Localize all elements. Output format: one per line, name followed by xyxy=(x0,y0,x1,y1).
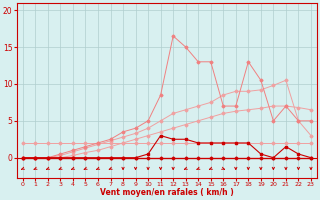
X-axis label: Vent moyen/en rafales ( km/h ): Vent moyen/en rafales ( km/h ) xyxy=(100,188,234,197)
